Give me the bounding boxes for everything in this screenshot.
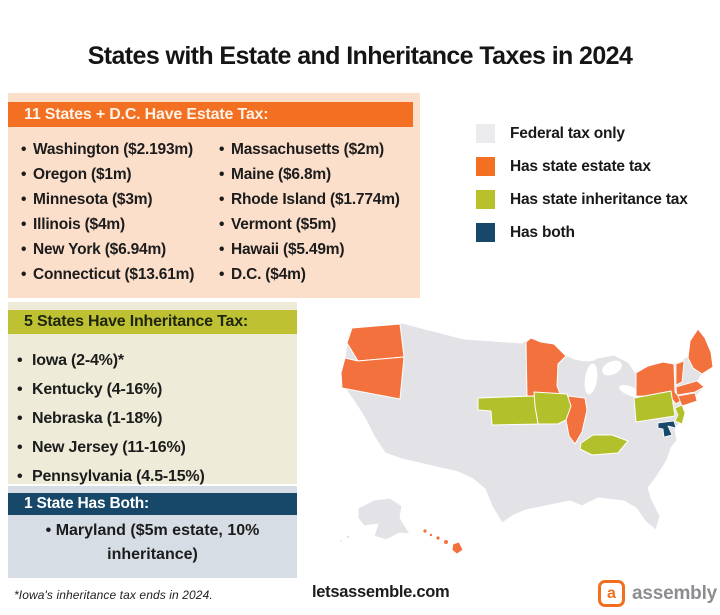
inheritance-tax-swatch-icon xyxy=(476,190,495,209)
inheritance-state-item: Iowa (2-4%)* xyxy=(14,346,297,375)
legend-row-estate-tax: Has state estate tax xyxy=(476,157,688,176)
assembly-logo-text: assembly xyxy=(632,582,718,604)
federal-only-swatch-icon xyxy=(476,124,495,143)
estate-state-item: Maine ($6.8m) xyxy=(216,162,414,187)
us-mainland xyxy=(340,322,714,531)
state-oregon xyxy=(340,356,405,400)
legend-row-has-both: Has both xyxy=(476,223,688,242)
state-iowa xyxy=(533,391,572,425)
estate-tax-column-2: Massachusetts ($2m) Maine ($6.8m) Rhode … xyxy=(216,137,414,287)
state-new-jersey xyxy=(674,404,686,425)
estate-tax-header: 11 States + D.C. Have Estate Tax: xyxy=(8,102,413,127)
us-states-map xyxy=(339,322,714,555)
state-hawaii-island xyxy=(435,535,441,541)
estate-tax-swatch-icon xyxy=(476,157,495,176)
has-both-header: 1 State Has Both: xyxy=(8,493,297,515)
inheritance-state-item: Kentucky (4-16%) xyxy=(14,375,297,404)
estate-state-item: Washington ($2.193m) xyxy=(18,137,216,162)
lake-superior xyxy=(562,346,598,362)
has-both-panel: 1 State Has Both: Maryland ($5m estate, … xyxy=(8,486,297,578)
estate-tax-lists: Washington ($2.193m) Oregon ($1m) Minnes… xyxy=(8,137,420,287)
state-pennsylvania xyxy=(633,390,676,423)
legend-label: Has both xyxy=(510,223,575,241)
state-maryland xyxy=(657,420,677,438)
infographic-title: States with Estate and Inheritance Taxes… xyxy=(87,42,633,70)
state-hawaii-island xyxy=(429,532,434,537)
estate-state-item: Oregon ($1m) xyxy=(18,162,216,187)
state-alaska xyxy=(357,497,411,541)
state-hawaii-island xyxy=(443,539,449,545)
state-washington xyxy=(346,323,405,362)
alaska-island xyxy=(345,534,350,539)
map-legend: Federal tax only Has state estate tax Ha… xyxy=(476,124,688,256)
inheritance-tax-list: Iowa (2-4%)* Kentucky (4-16%) Nebraska (… xyxy=(8,346,297,491)
estate-state-item: New York ($6.94m) xyxy=(18,237,216,262)
estate-state-item: Hawaii ($5.49m) xyxy=(216,237,414,262)
estate-state-item: Illinois ($4m) xyxy=(18,212,216,237)
inheritance-state-item: Pennsylvania (4.5-15%) xyxy=(14,462,297,491)
website-url[interactable]: letsassemble.com xyxy=(312,583,450,601)
legend-row-federal-only: Federal tax only xyxy=(476,124,688,143)
legend-label: Federal tax only xyxy=(510,124,625,142)
state-connecticut-rhode-island xyxy=(677,392,698,407)
alaska-island xyxy=(339,539,343,543)
state-massachusetts xyxy=(675,380,705,396)
estate-state-item: Rhode Island ($1.774m) xyxy=(216,187,414,212)
estate-state-item: D.C. ($4m) xyxy=(216,262,414,287)
legend-label: Has state inheritance tax xyxy=(510,190,688,208)
state-vermont xyxy=(675,360,685,386)
state-hawaii-big-island xyxy=(451,541,464,555)
estate-state-item: Minnesota ($3m) xyxy=(18,187,216,212)
legend-label: Has state estate tax xyxy=(510,157,651,175)
inheritance-state-item: Nebraska (1-18%) xyxy=(14,404,297,433)
iowa-footnote: *Iowa's inheritance tax ends in 2024. xyxy=(14,588,213,602)
estate-state-item: Vermont ($5m) xyxy=(216,212,414,237)
assembly-logo-icon: a xyxy=(598,580,625,607)
inheritance-tax-header: 5 States Have Inheritance Tax: xyxy=(8,310,297,334)
estate-state-item: Massachusetts ($2m) xyxy=(216,137,414,162)
has-both-swatch-icon xyxy=(476,223,495,242)
estate-tax-panel: 11 States + D.C. Have Estate Tax: Washin… xyxy=(8,93,420,298)
assembly-logo: a assembly xyxy=(598,580,717,607)
lake-michigan xyxy=(584,363,598,395)
estate-tax-column-1: Washington ($2.193m) Oregon ($1m) Minnes… xyxy=(18,137,216,287)
lake-huron xyxy=(602,360,622,376)
inheritance-state-item: New Jersey (11-16%) xyxy=(14,433,297,462)
estate-state-item: Connecticut ($13.61m) xyxy=(18,262,216,287)
state-hawaii-island xyxy=(422,528,428,534)
inheritance-tax-panel: 5 States Have Inheritance Tax: Iowa (2-4… xyxy=(8,302,297,491)
state-kentucky xyxy=(579,434,629,456)
state-maine xyxy=(687,328,714,375)
legend-row-inheritance-tax: Has state inheritance tax xyxy=(476,190,688,209)
both-state-item: Maryland ($5m estate, 10% inheritance) xyxy=(8,519,297,567)
